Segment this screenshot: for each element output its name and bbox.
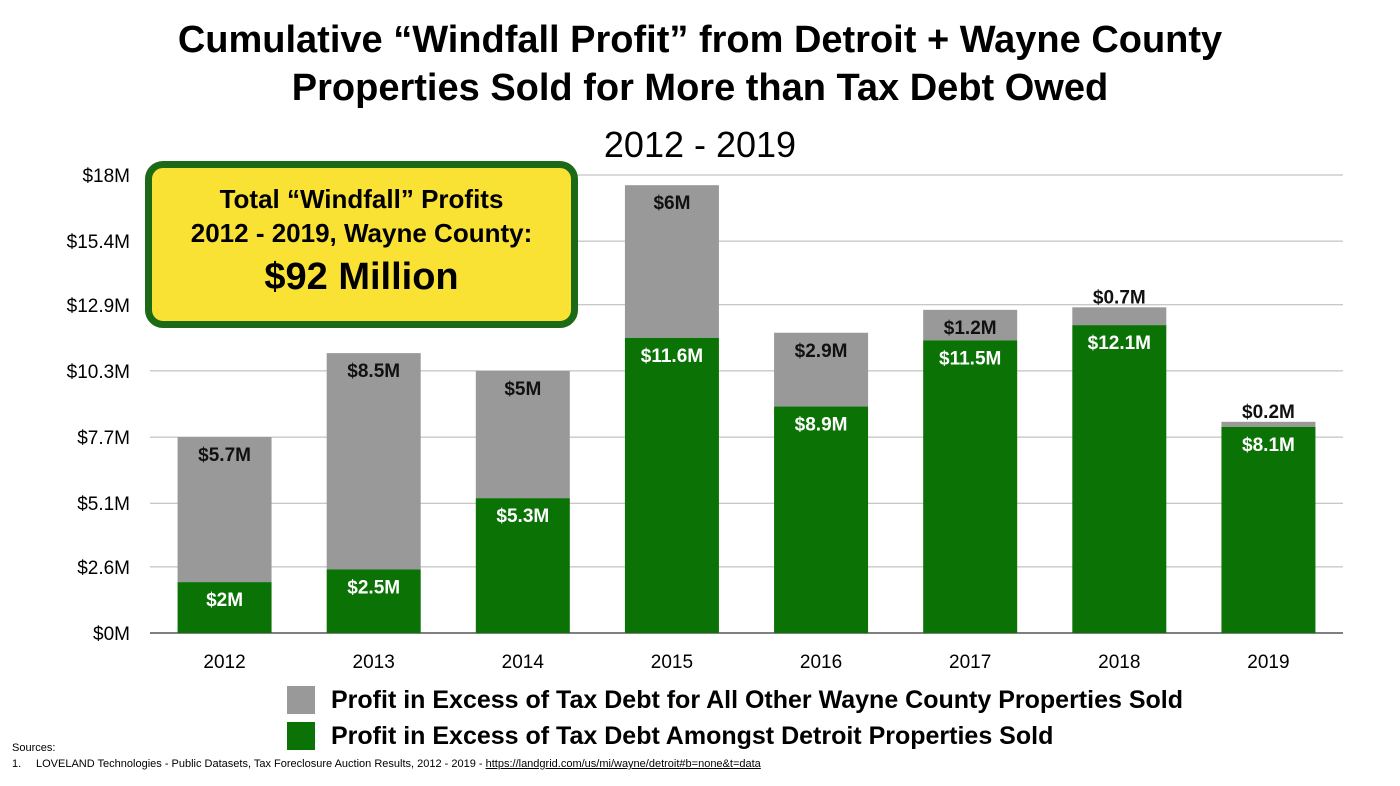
bar-other-wayne xyxy=(624,185,719,338)
data-label-other-wayne: $5M xyxy=(504,379,541,400)
legend-item-detroit: Profit in Excess of Tax Debt Amongst Det… xyxy=(287,718,1183,754)
x-tick-label: 2012 xyxy=(203,652,245,673)
data-label-detroit: $2.5M xyxy=(347,577,400,598)
bar-detroit xyxy=(624,337,719,633)
bar-detroit xyxy=(326,569,421,633)
data-label-other-wayne: $8.5M xyxy=(347,361,400,382)
data-label-detroit: $8.1M xyxy=(1242,435,1295,456)
legend-item-other-wayne: Profit in Excess of Tax Debt for All Oth… xyxy=(287,682,1183,718)
legend-label-detroit: Profit in Excess of Tax Debt Amongst Det… xyxy=(331,721,1054,750)
x-tick-label: 2014 xyxy=(502,652,545,673)
bar-detroit xyxy=(1221,426,1316,633)
total-profit-callout: Total “Windfall” Profits 2012 - 2019, Wa… xyxy=(145,161,578,328)
title-line-2: Properties Sold for More than Tax Debt O… xyxy=(291,67,1109,109)
data-label-detroit: $12.1M xyxy=(1088,333,1151,354)
bar-detroit xyxy=(177,582,272,633)
data-label-other-wayne: $0.2M xyxy=(1242,402,1295,423)
y-tick-label: $15.4M xyxy=(67,232,130,253)
bar-detroit xyxy=(475,498,570,633)
chart-subtitle: 2012 - 2019 xyxy=(603,124,797,165)
x-tick-label: 2019 xyxy=(1247,652,1289,673)
x-tick-label: 2013 xyxy=(353,652,395,673)
bar-other-wayne xyxy=(1072,307,1167,326)
data-label-detroit: $11.6M xyxy=(641,346,703,367)
callout-total: $92 Million xyxy=(264,256,459,298)
data-label-detroit: $2M xyxy=(206,590,243,611)
data-label-detroit: $8.9M xyxy=(795,415,848,436)
x-tick-label: 2015 xyxy=(651,652,693,673)
y-tick-label: $12.9M xyxy=(67,296,130,317)
bar-detroit xyxy=(1072,325,1167,633)
y-tick-label: $0M xyxy=(93,624,130,645)
callout-line-1: Total “Windfall” Profits xyxy=(219,184,504,214)
bar-other-wayne xyxy=(177,437,272,583)
y-tick-label: $10.3M xyxy=(67,362,130,383)
source-link[interactable]: https://landgrid.com/us/mi/wayne/detroit… xyxy=(485,758,761,770)
y-tick-label: $18M xyxy=(82,166,130,187)
sources-heading: Sources: xyxy=(12,742,56,754)
legend-swatch-detroit xyxy=(287,722,315,750)
y-tick-label: $2.6M xyxy=(77,558,130,579)
bar-other-wayne xyxy=(475,370,570,499)
source-number: 1. xyxy=(12,758,22,770)
title-line-1: Cumulative “Windfall Profit” from Detroi… xyxy=(177,19,1223,61)
bar-other-wayne xyxy=(1221,421,1316,427)
legend-swatch-other-wayne xyxy=(287,686,315,714)
source-text: LOVELAND Technologies - Public Datasets,… xyxy=(36,758,486,770)
data-label-other-wayne: $0.7M xyxy=(1093,287,1146,308)
data-label-other-wayne: $2.9M xyxy=(795,341,848,362)
bar-other-wayne xyxy=(774,332,869,407)
bar-detroit xyxy=(774,406,869,633)
chart-title: Cumulative “Windfall Profit” from Detroi… xyxy=(0,16,1400,112)
chart-legend: Profit in Excess of Tax Debt for All Oth… xyxy=(287,682,1183,754)
data-label-detroit: $11.5M xyxy=(939,348,1001,369)
bar-other-wayne xyxy=(326,353,421,570)
data-label-other-wayne: $1.2M xyxy=(944,318,997,339)
bar-other-wayne xyxy=(923,309,1018,341)
source-item: 1. LOVELAND Technologies - Public Dataset… xyxy=(12,756,761,772)
sources-footnote: Sources: 1. LOVELAND Technologies - Publi… xyxy=(12,740,761,772)
data-label-detroit: $5.3M xyxy=(496,506,549,527)
data-label-other-wayne: $5.7M xyxy=(198,445,251,466)
x-tick-label: 2018 xyxy=(1098,652,1140,673)
x-tick-label: 2017 xyxy=(949,652,991,673)
data-label-other-wayne: $6M xyxy=(653,193,690,214)
callout-line-2: 2012 - 2019, Wayne County: xyxy=(190,218,533,248)
y-tick-label: $5.1M xyxy=(77,494,130,515)
x-tick-label: 2016 xyxy=(800,652,842,673)
legend-label-other-wayne: Profit in Excess of Tax Debt for All Oth… xyxy=(331,685,1183,714)
bar-detroit xyxy=(923,340,1018,633)
y-tick-label: $7.7M xyxy=(77,428,130,449)
